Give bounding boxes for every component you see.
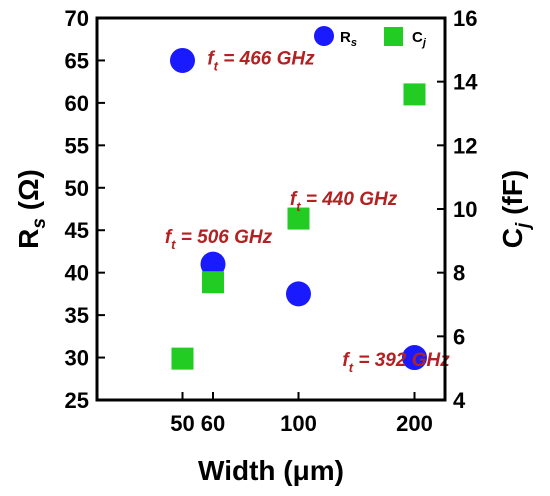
y-left-tick-label: 35 <box>65 303 89 328</box>
legend-rs-marker <box>314 26 334 46</box>
tick-group: 25 30 35 40 45 50 55 60 65 70 4 6 8 10 12 14 16 50 60 100 20… <box>65 6 479 436</box>
x-tick-label: 100 <box>280 411 317 436</box>
legend-rs-label: Rs <box>340 29 357 49</box>
legend-cj-marker <box>384 27 403 46</box>
y-right-tick-label: 4 <box>453 388 466 413</box>
y-left-tick-label: 50 <box>65 176 89 201</box>
y-right-tick-label: 6 <box>453 324 465 349</box>
data-marks <box>169 47 427 371</box>
y-left-tick-label: 70 <box>65 6 89 31</box>
y-right-axis-title: Cj (fF) <box>497 170 534 248</box>
y-left-tick-label: 65 <box>65 48 89 73</box>
x-axis-title: Width (μm) <box>198 455 344 486</box>
ft-annotation: ft = 440 GHz <box>290 189 398 214</box>
ft-annotation: ft = 392 GHz <box>342 350 450 375</box>
x-tick-label: 200 <box>396 411 433 436</box>
y-left-tick-label: 55 <box>65 133 89 158</box>
axis-titles: Width (μm) Rs (Ω) Cj (fF) <box>13 169 534 486</box>
ft-annotation: ft = 506 GHz <box>165 227 273 252</box>
y-left-tick-label: 45 <box>65 218 89 243</box>
legend-cj-label: Cj <box>412 29 427 49</box>
rs-point <box>200 251 226 277</box>
y-left-tick-label: 60 <box>65 91 89 116</box>
legend: Rs Cj <box>314 26 427 49</box>
x-tick-label: 50 <box>170 411 194 436</box>
y-right-tick-label: 10 <box>453 197 477 222</box>
y-right-tick-label: 8 <box>453 261 465 286</box>
annotation-group: ft = 466 GHz ft = 440 GHz ft = 506 GHz ft =… <box>165 49 450 375</box>
cj-point <box>171 347 194 370</box>
x-tick-label: 60 <box>201 411 225 436</box>
rs-point <box>401 345 427 371</box>
rs-point <box>285 281 311 307</box>
y-right-tick-label: 14 <box>453 70 478 95</box>
y-right-tick-label: 12 <box>453 133 477 158</box>
plot-frame <box>95 16 447 402</box>
ft-annotation: ft = 466 GHz <box>207 49 315 74</box>
y-left-axis-title: Rs (Ω) <box>13 169 50 249</box>
y-left-tick-label: 25 <box>65 388 89 413</box>
cj-point <box>287 207 310 230</box>
y-left-tick-label: 30 <box>65 346 89 371</box>
rs-point <box>169 47 195 73</box>
cj-point <box>403 83 426 106</box>
y-left-tick-label: 40 <box>65 261 89 286</box>
cj-point <box>202 271 224 294</box>
y-right-tick-label: 16 <box>453 6 477 31</box>
